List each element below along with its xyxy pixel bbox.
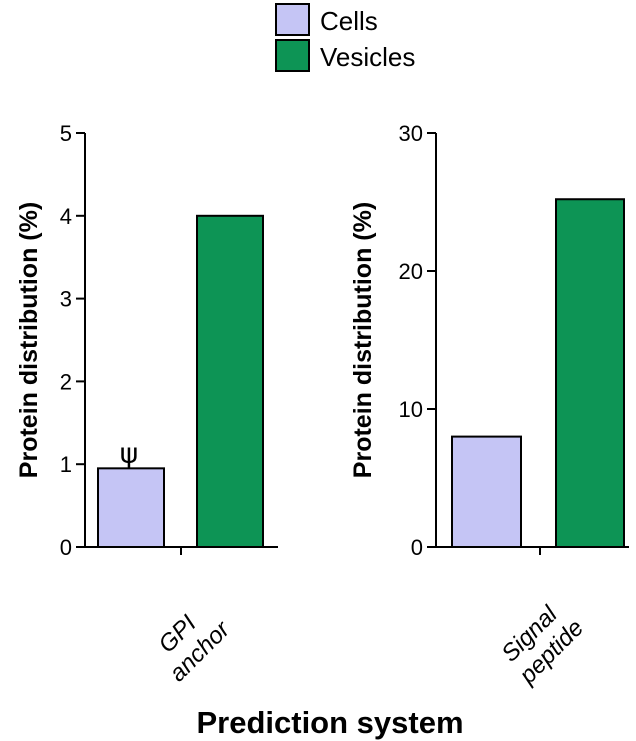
legend-swatch-cells bbox=[275, 3, 310, 36]
y-tick-label: 0 bbox=[411, 535, 423, 560]
bar-vesicles-signal-peptide bbox=[555, 198, 625, 549]
chart-panel-gpi-anchor: Protein distribution (%) 0 1 2 3 4 5 ψ GPI an… bbox=[15, 121, 278, 687]
bar-cells-gpi-anchor bbox=[97, 467, 165, 548]
annotation-psi: ψ bbox=[120, 436, 138, 469]
legend: Cells Vesicles bbox=[275, 3, 415, 72]
y-tick-label: 10 bbox=[399, 397, 423, 422]
x-category-label-signal-peptide: Signal peptide bbox=[494, 594, 589, 689]
legend-label-vesicles: Vesicles bbox=[320, 42, 415, 72]
y-axis-title: Protein distribution (%) bbox=[15, 202, 43, 478]
y-ticks: 0 10 20 30 bbox=[399, 121, 436, 560]
chart-panel-signal-peptide: Protein distribution (%) 0 10 20 30 Signal … bbox=[349, 121, 629, 690]
y-tick-label: 0 bbox=[60, 535, 72, 560]
y-tick-label: 3 bbox=[60, 287, 72, 312]
y-axis-title: Protein distribution (%) bbox=[349, 202, 377, 478]
bars bbox=[451, 198, 625, 549]
bars bbox=[97, 214, 264, 549]
y-tick-label: 5 bbox=[60, 121, 72, 146]
y-tick-label: 4 bbox=[60, 204, 72, 229]
y-tick-label: 20 bbox=[399, 259, 423, 284]
x-axis-title: Prediction system bbox=[196, 705, 463, 740]
y-tick-label: 30 bbox=[399, 121, 423, 146]
y-tick-label: 1 bbox=[60, 452, 72, 477]
bar-cells-signal-peptide bbox=[451, 435, 522, 549]
legend-swatch-vesicles bbox=[275, 39, 310, 72]
x-category-label-gpi-anchor: GPI anchor bbox=[144, 596, 235, 687]
y-ticks: 0 1 2 3 4 5 bbox=[60, 121, 85, 560]
bar-vesicles-gpi-anchor bbox=[196, 214, 264, 549]
annotations: ψ bbox=[120, 436, 138, 469]
y-tick-label: 2 bbox=[60, 369, 72, 394]
legend-label-cells: Cells bbox=[320, 6, 378, 36]
